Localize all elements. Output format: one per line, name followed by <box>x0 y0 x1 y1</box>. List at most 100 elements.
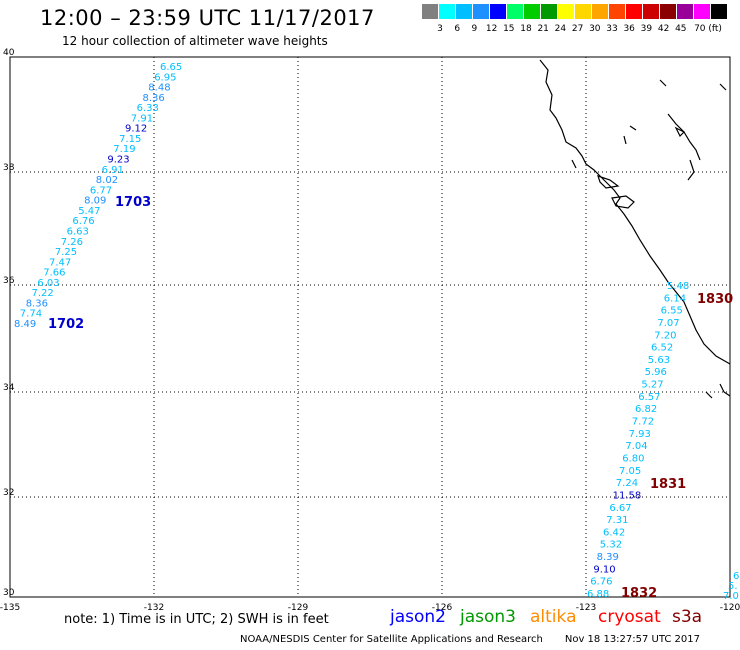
wave-height-label-edge: 6 <box>733 571 739 582</box>
track-labels: 6.656.958.488.366.337.919.127.157.199.23… <box>14 62 739 602</box>
lat-tick-label: 34 <box>3 383 15 393</box>
lon-tick-label: -132 <box>144 603 164 613</box>
scale-swatch <box>677 4 693 19</box>
wave-height-label-1703: 9.12 <box>125 124 147 135</box>
credit-line: NOAA/NESDIS Center for Satellite Applica… <box>240 634 700 645</box>
lat-tick-label: 36 <box>3 276 15 286</box>
wave-height-label-1830: 7.31 <box>606 515 628 526</box>
scale-swatch <box>711 4 727 19</box>
lat-tick-label: 38 <box>3 163 15 173</box>
timestamp: Nov 18 13:27:57 UTC 2017 <box>564 634 701 645</box>
wave-height-label-1703: 6.33 <box>137 103 159 114</box>
wave-height-label-edge: 5. <box>728 581 738 592</box>
wave-height-label-1830: 6.82 <box>635 404 657 415</box>
scale-label: 42 <box>657 24 670 34</box>
scale-label: 24 <box>554 24 567 34</box>
scale-swatch <box>609 4 625 19</box>
scale-swatch <box>507 4 523 19</box>
pass-label-1702: 1702 <box>48 317 84 332</box>
grid-lines: -135 -132 -129 -126 -123 -120 40 38 36 34 32 30 <box>0 48 740 613</box>
scale-label: 33 <box>606 24 618 34</box>
scale-swatch <box>626 4 642 19</box>
wave-height-label-1703: 6.63 <box>67 227 89 238</box>
wave-height-label-1830: 5.96 <box>645 367 667 378</box>
wave-height-label-1830: 7.20 <box>654 330 676 341</box>
legend-jason2: jason2 <box>390 607 446 627</box>
wave-height-label-1830: 7.07 <box>657 318 679 329</box>
scale-label: 3 <box>437 24 443 34</box>
scale-label: 9 <box>471 24 478 34</box>
scale-label: 36 <box>623 24 635 34</box>
legend-altika: altika <box>530 607 577 627</box>
wave-height-label-1703: 5.47 <box>78 206 100 217</box>
scale-label: 30 <box>589 24 601 34</box>
wave-height-label-1830: 6.52 <box>651 343 673 354</box>
scale-label: 21 <box>537 24 549 34</box>
wave-height-label-1703: 8.02 <box>96 175 118 186</box>
scale-swatch <box>592 4 608 19</box>
scale-label: 70 (ft) <box>694 24 722 34</box>
coastline <box>539 59 731 399</box>
wave-height-label-1830: 6.80 <box>622 454 644 465</box>
wave-height-label-1830: 6.88 <box>587 589 609 600</box>
scale-swatch <box>422 4 438 19</box>
lon-tick-label: -120 <box>720 603 740 613</box>
wave-height-label-1830: 5.48 <box>667 281 689 292</box>
lon-tick-label: -126 <box>432 603 453 613</box>
wave-height-label-1830: 7.93 <box>629 429 651 440</box>
legend-cryosat: cryosat <box>598 607 661 627</box>
scale-swatch <box>439 4 455 19</box>
wave-height-label-1830: 6.42 <box>603 527 625 538</box>
wave-height-label-1703: 7.15 <box>119 134 141 145</box>
pass-label-1830: 1830 <box>697 292 733 307</box>
wave-height-label-1703: 7.25 <box>55 247 77 258</box>
wave-height-label-1703: 7.47 <box>49 257 71 268</box>
wave-height-label-1703: 8.49 <box>14 319 36 330</box>
lon-tick-label: -135 <box>0 603 20 613</box>
wave-height-label-1830: 6.67 <box>609 503 631 514</box>
legend-jason3: jason3 <box>460 607 516 627</box>
wave-height-label-1703: 7.66 <box>43 268 65 279</box>
wave-height-label-1830: 8.39 <box>597 552 619 563</box>
wave-height-label-1703: 8.09 <box>84 196 106 207</box>
credit-text: NOAA/NESDIS Center for Satellite Applica… <box>240 634 543 645</box>
wave-height-label-1830: 7.05 <box>619 466 641 477</box>
scale-swatch <box>541 4 557 19</box>
wave-height-label-1703: 7.22 <box>32 288 54 299</box>
wave-height-label-1703: 8.36 <box>143 93 165 104</box>
scale-swatch <box>524 4 540 19</box>
wave-height-label-1830: 7.72 <box>632 417 654 428</box>
scale-label: 6 <box>454 24 461 34</box>
scale-swatch <box>694 4 710 19</box>
lat-tick-label: 40 <box>3 48 15 58</box>
wave-height-label-1703: 8.36 <box>26 298 48 309</box>
wave-height-label-1830: 11.58 <box>613 490 642 501</box>
scale-label: 45 <box>675 24 687 34</box>
wave-height-label-1830: 6.57 <box>638 392 660 403</box>
scale-swatch <box>575 4 591 19</box>
wave-height-label-1703: 6.91 <box>102 165 124 176</box>
wave-height-label-1703: 6.65 <box>160 62 182 73</box>
wave-height-label-1830: 5.32 <box>600 540 622 551</box>
scale-swatch <box>456 4 472 19</box>
scale-swatch <box>558 4 574 19</box>
scale-swatch <box>473 4 489 19</box>
wave-height-label-1703: 6.95 <box>154 72 176 83</box>
wave-height-label-1830: 5.63 <box>648 355 670 366</box>
legend-s3a: s3a <box>672 607 703 627</box>
scale-label: 12 <box>485 24 498 34</box>
scale-label: 18 <box>520 24 532 34</box>
scale-swatch <box>643 4 659 19</box>
wave-height-label-1703: 7.26 <box>61 237 83 248</box>
wave-height-label-1703: 9.23 <box>107 155 129 166</box>
map-frame <box>9 56 731 598</box>
wave-height-label-1703: 8.48 <box>148 83 170 94</box>
lon-tick-label: -123 <box>576 603 596 613</box>
wave-height-label-1830: 6.55 <box>661 306 683 317</box>
lon-tick-label: -129 <box>288 603 309 613</box>
lat-tick-label: 32 <box>3 488 14 498</box>
pass-label-1703: 1703 <box>115 195 151 210</box>
scale-swatch <box>490 4 506 19</box>
pass-label-1831: 1831 <box>650 477 686 492</box>
